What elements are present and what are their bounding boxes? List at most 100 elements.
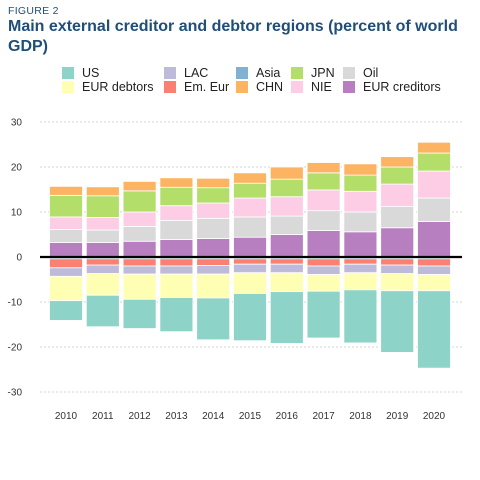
chart-legend: US LAC Asia JPN Oil EUR debtors Em. Eur … bbox=[0, 64, 480, 94]
y-tick-label: 10 bbox=[11, 208, 23, 219]
bar-oil-2011 bbox=[85, 229, 120, 244]
bar-em-eur-2020 bbox=[417, 258, 451, 267]
y-tick-label: -20 bbox=[8, 343, 23, 354]
x-tick-label: 2014 bbox=[202, 411, 225, 422]
bar-eur-debtors-2016 bbox=[269, 272, 304, 293]
bar-jpn-2019 bbox=[380, 166, 415, 185]
x-tick-label: 2013 bbox=[165, 411, 188, 422]
bar-jpn-2013 bbox=[159, 186, 194, 207]
bar-nie-2020 bbox=[417, 170, 451, 199]
x-tick-label: 2010 bbox=[55, 411, 78, 422]
bar-eur-debtors-2013 bbox=[159, 273, 194, 298]
legend-swatch bbox=[291, 67, 303, 79]
bar-us-2010 bbox=[49, 300, 83, 321]
bar-nie-2011 bbox=[85, 216, 120, 231]
bar-lac-2013 bbox=[159, 265, 194, 275]
legend-item-chn: CHN bbox=[236, 80, 283, 94]
bar-eur-creditors-2015 bbox=[233, 236, 267, 258]
x-tick-label: 2019 bbox=[386, 411, 409, 422]
bar-oil-2017 bbox=[306, 210, 341, 231]
bar-eur-creditors-2018 bbox=[343, 231, 378, 258]
bar-eur-creditors-2012 bbox=[122, 240, 157, 258]
bar-eur-creditors-2011 bbox=[85, 242, 120, 258]
bar-lac-2014 bbox=[196, 265, 231, 275]
bar-nie-2012 bbox=[122, 211, 157, 227]
legend-item-eur-debtors: EUR debtors bbox=[62, 80, 154, 94]
y-tick-label: 0 bbox=[16, 253, 22, 264]
bar-eur-debtors-2019 bbox=[380, 273, 415, 292]
y-tick-label: 20 bbox=[11, 163, 23, 174]
x-tick-label: 2018 bbox=[349, 411, 372, 422]
bar-nie-2015 bbox=[233, 197, 267, 218]
bar-oil-2010 bbox=[49, 229, 83, 244]
bar-chn-2017 bbox=[306, 162, 341, 174]
bar-nie-2010 bbox=[49, 216, 83, 230]
bar-eur-creditors-2017 bbox=[306, 230, 341, 258]
bar-eur-debtors-2012 bbox=[122, 273, 157, 300]
bar-eur-debtors-2018 bbox=[343, 272, 378, 291]
bar-chn-2014 bbox=[196, 177, 231, 189]
bar-chn-2015 bbox=[233, 172, 267, 184]
bar-us-2019 bbox=[380, 290, 415, 353]
legend-swatch bbox=[62, 67, 74, 79]
legend-swatch bbox=[343, 81, 355, 93]
bar-nie-2018 bbox=[343, 190, 378, 213]
legend-label: US bbox=[82, 66, 100, 80]
legend-swatch bbox=[236, 81, 248, 93]
bar-eur-debtors-2015 bbox=[233, 272, 267, 294]
bar-em-eur-2012 bbox=[122, 258, 157, 267]
legend-label: Oil bbox=[363, 66, 379, 80]
bar-lac-2011 bbox=[85, 264, 120, 275]
legend-swatch bbox=[291, 81, 303, 93]
bar-eur-creditors-2020 bbox=[417, 221, 451, 258]
legend-label: Em. Eur bbox=[184, 80, 230, 94]
bar-jpn-2014 bbox=[196, 187, 231, 204]
chart-title: Main external creditor and debtor region… bbox=[8, 18, 458, 55]
legend-label: EUR creditors bbox=[363, 80, 441, 94]
bar-jpn-2011 bbox=[85, 195, 120, 218]
legend-swatch bbox=[236, 67, 248, 79]
bar-chn-2010 bbox=[49, 185, 83, 196]
bar-eur-debtors-2020 bbox=[417, 274, 451, 292]
legend-label: Asia bbox=[256, 66, 281, 80]
bar-chn-2019 bbox=[380, 156, 415, 168]
bar-us-2017 bbox=[306, 290, 341, 339]
bar-oil-2020 bbox=[417, 197, 451, 222]
bar-jpn-2015 bbox=[233, 182, 267, 199]
bar-eur-debtors-2014 bbox=[196, 273, 231, 299]
legend-item-us: US bbox=[62, 66, 99, 80]
bar-nie-2013 bbox=[159, 205, 194, 221]
legend-item-jpn: JPN bbox=[291, 66, 335, 80]
x-tick-label: 2011 bbox=[92, 411, 114, 422]
bar-em-eur-2013 bbox=[159, 258, 194, 267]
bar-oil-2014 bbox=[196, 217, 231, 239]
bar-chn-2011 bbox=[85, 186, 120, 197]
bar-nie-2019 bbox=[380, 183, 415, 208]
bar-em-eur-2014 bbox=[196, 258, 231, 266]
x-tick-label: 2017 bbox=[312, 411, 335, 422]
bar-oil-2018 bbox=[343, 211, 378, 233]
bar-nie-2017 bbox=[306, 189, 341, 212]
x-tick-label: 2016 bbox=[276, 411, 299, 422]
legend-swatch bbox=[164, 67, 176, 79]
bar-us-2015 bbox=[233, 293, 267, 342]
bar-em-eur-2018 bbox=[343, 258, 378, 265]
bar-lac-2012 bbox=[122, 265, 157, 275]
legend-swatch bbox=[343, 67, 355, 79]
bar-us-2014 bbox=[196, 297, 231, 341]
bar-eur-debtors-2010 bbox=[49, 275, 83, 302]
legend-label: CHN bbox=[256, 80, 284, 94]
bar-chn-2013 bbox=[159, 177, 194, 188]
legend-label: JPN bbox=[311, 66, 335, 80]
bar-jpn-2020 bbox=[417, 152, 451, 172]
bar-lac-2010 bbox=[49, 267, 83, 277]
bar-us-2013 bbox=[159, 297, 194, 333]
bar-eur-debtors-2011 bbox=[85, 273, 120, 296]
bar-us-2012 bbox=[122, 298, 157, 329]
figure-label: FIGURE 2 bbox=[8, 5, 59, 17]
legend-item-em-eur: Em. Eur bbox=[164, 80, 229, 94]
bar-chn-2020 bbox=[417, 141, 451, 154]
bar-jpn-2010 bbox=[49, 194, 83, 218]
legend-label: NIE bbox=[311, 80, 332, 94]
